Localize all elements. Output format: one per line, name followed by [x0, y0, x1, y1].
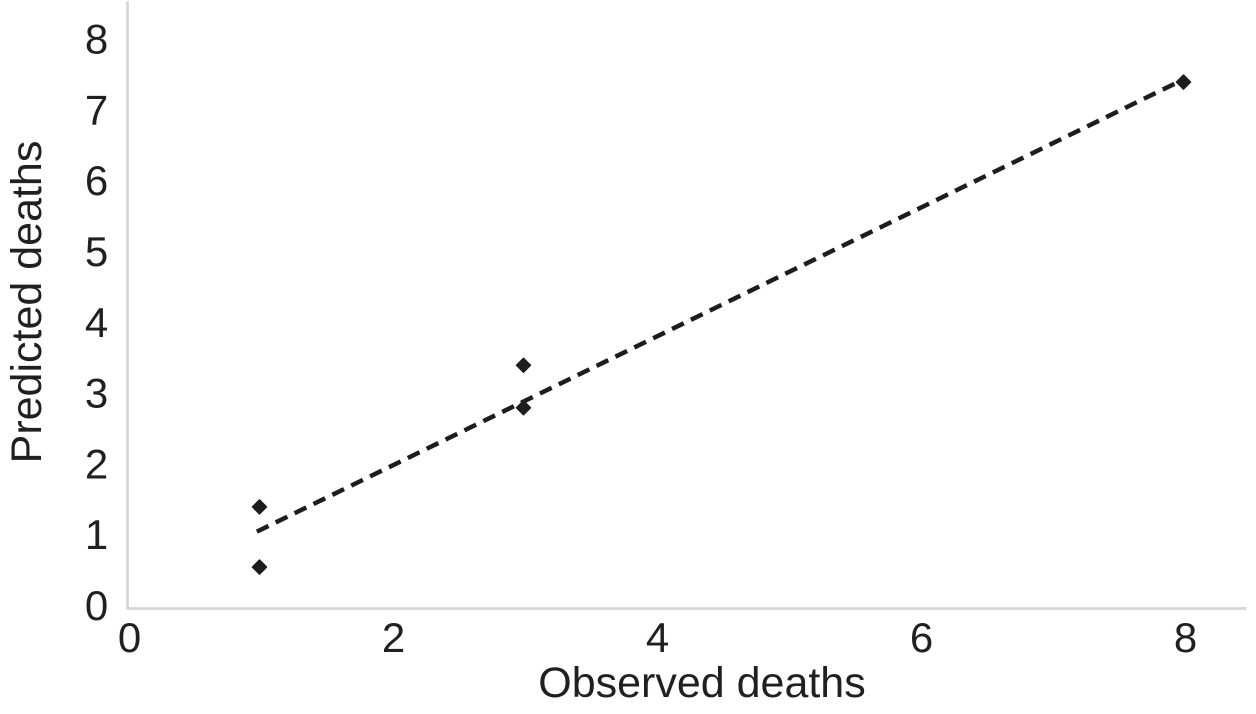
- x-tick-label-4: 4: [646, 614, 669, 661]
- y-tick-label-3: 3: [85, 370, 108, 417]
- y-tick-label-7: 7: [85, 86, 108, 133]
- y-tick-label-6: 6: [85, 157, 108, 204]
- data-point-x1-y1.4: [251, 499, 268, 515]
- data-point-x1-y0.55: [251, 559, 268, 575]
- y-tick-label-5: 5: [85, 228, 108, 275]
- x-tick-label-8: 8: [1174, 614, 1197, 661]
- x-tick-label-2: 2: [382, 614, 405, 661]
- data-point-x8-y7.4: [1175, 74, 1192, 90]
- y-tick-label-1: 1: [85, 511, 108, 558]
- plot-area: 0 1 2 3 4 5 6 7 8 0 2 4 6 8: [85, 1, 1247, 661]
- x-tick-label-6: 6: [910, 614, 933, 661]
- x-tick-label-0: 0: [118, 614, 141, 661]
- x-axis-title: Observed deaths: [538, 659, 865, 707]
- y-tick-label-0: 0: [85, 582, 108, 629]
- trendline-dashed: [255, 79, 1181, 534]
- y-axis-title: Predicted deaths: [3, 141, 51, 464]
- y-tick-label-8: 8: [85, 16, 108, 63]
- y-tick-label-2: 2: [85, 440, 108, 487]
- data-point-x3-y3.4: [515, 357, 532, 374]
- data-point-x3-y2.8: [515, 400, 532, 416]
- y-tick-label-4: 4: [85, 299, 108, 346]
